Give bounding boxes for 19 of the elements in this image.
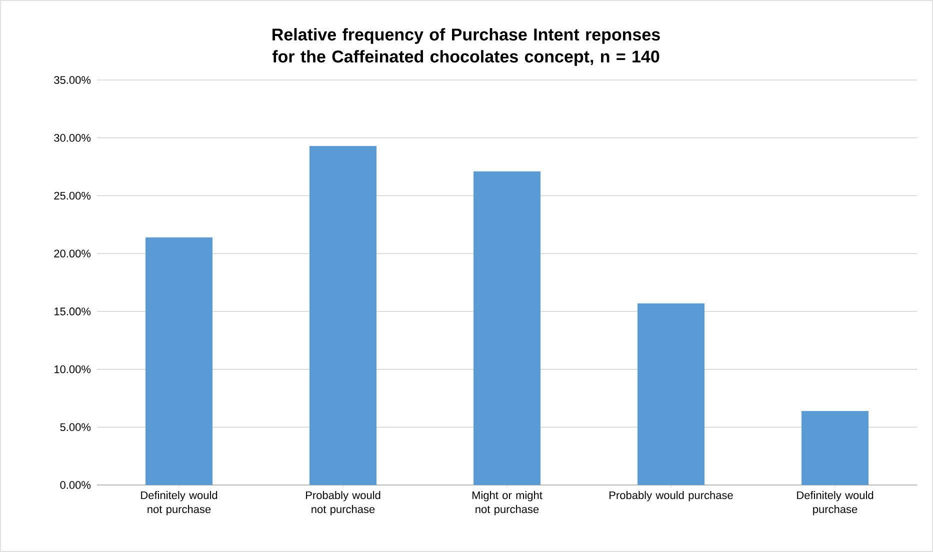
chart-title: Relative frequency of Purchase Intent reponses for the Caffeinated chocolates concept, n = 140 — [272, 28, 660, 66]
y-tick-label: 10.00% — [54, 365, 91, 374]
y-tick-label: 5.00% — [60, 423, 91, 432]
bar — [474, 171, 541, 485]
x-tick-label: Definitely would not purchase — [141, 491, 218, 516]
bar — [310, 146, 377, 485]
y-tick-label: 35.00% — [54, 76, 91, 84]
bar — [802, 410, 869, 485]
x-tick-label: Definitely would purchase — [797, 491, 874, 516]
bar — [146, 237, 213, 485]
x-tick-label: Might or might not purchase — [472, 491, 542, 516]
y-tick-label: 15.00% — [54, 308, 91, 316]
y-tick-label: 25.00% — [54, 192, 91, 200]
y-tick-label: 30.00% — [54, 134, 91, 142]
y-tick-label: 20.00% — [54, 250, 91, 258]
bar — [638, 303, 705, 485]
x-tick-label: Probably would purchase — [610, 491, 733, 502]
x-tick-label: Probably would not purchase — [306, 491, 380, 516]
y-tick-label: 0.00% — [60, 481, 91, 489]
